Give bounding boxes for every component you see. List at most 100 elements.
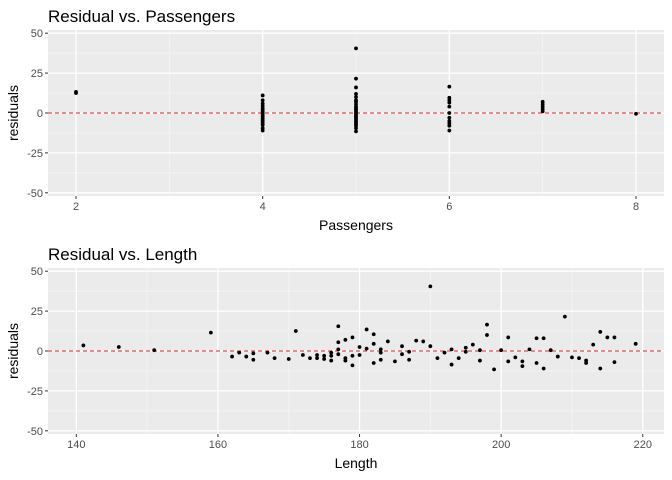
data-point — [378, 347, 383, 352]
data-point — [527, 347, 532, 352]
data-point — [265, 350, 270, 355]
data-point — [570, 355, 574, 360]
data-point — [555, 354, 560, 359]
data-point — [378, 357, 383, 362]
y-tick-labels: -50 -25 0 25 50 — [27, 266, 48, 438]
y-tick-label: 50 — [31, 266, 43, 278]
y-tick-label: 25 — [31, 306, 43, 318]
x-tick-label: 4 — [260, 201, 266, 213]
x-axis-label: Length — [335, 455, 378, 471]
data-point — [506, 359, 511, 364]
data-point — [513, 355, 518, 360]
data-point — [485, 322, 489, 327]
data-point — [371, 341, 376, 346]
y-axis-label: residuals — [5, 323, 21, 379]
data-point — [260, 128, 265, 133]
data-point — [591, 342, 596, 347]
data-point — [393, 359, 397, 364]
data-point — [447, 111, 452, 115]
data-point — [442, 350, 447, 355]
data-point — [520, 359, 525, 364]
data-point — [336, 352, 341, 357]
data-point — [260, 123, 265, 127]
data-point — [251, 357, 256, 362]
x-tick-label: 2 — [73, 201, 79, 213]
data-point — [315, 356, 319, 361]
y-tick-label: 25 — [31, 68, 43, 80]
data-point — [447, 84, 452, 89]
data-point — [364, 327, 369, 332]
chart-passengers: Residual vs. Passengers -50 -25 0 25 50 2 4 6 8… — [5, 7, 664, 233]
data-point — [322, 357, 327, 361]
data-point — [447, 128, 452, 133]
data-point — [329, 353, 334, 358]
data-point — [449, 347, 454, 352]
data-point — [499, 348, 504, 353]
data-point — [74, 90, 78, 94]
data-point — [354, 85, 358, 90]
y-tick-labels: -50 -25 0 25 50 — [27, 28, 48, 200]
data-point — [357, 345, 362, 349]
data-point — [612, 335, 617, 340]
data-point — [584, 361, 589, 365]
data-point — [308, 356, 312, 361]
y-tick-label: -50 — [27, 426, 43, 438]
data-point — [456, 356, 461, 361]
data-point — [378, 350, 383, 355]
data-point — [400, 352, 404, 357]
data-point — [350, 353, 355, 358]
data-point — [598, 329, 603, 334]
y-tick-label: 0 — [37, 108, 43, 120]
y-axis-label: residuals — [5, 85, 21, 141]
data-point — [329, 358, 334, 363]
data-point — [421, 339, 426, 344]
data-point — [449, 362, 454, 367]
data-point — [447, 100, 452, 105]
data-points — [81, 284, 638, 372]
data-point — [485, 333, 489, 337]
data-point — [447, 104, 452, 109]
data-point — [116, 345, 121, 349]
x-tick-label: 8 — [633, 201, 639, 213]
data-point — [385, 339, 390, 344]
y-tick-label: -25 — [27, 148, 43, 160]
data-point — [634, 111, 638, 116]
data-point — [400, 344, 404, 349]
data-point — [562, 314, 567, 319]
data-point — [81, 343, 86, 348]
x-tick-labels: 140 160 180 200 220 — [67, 434, 652, 451]
data-point — [633, 341, 638, 346]
x-tick-label: 140 — [67, 439, 85, 451]
data-point — [208, 330, 213, 335]
x-tick-label: 200 — [492, 439, 510, 451]
chart-title: Residual vs. Length — [48, 245, 197, 264]
data-points — [74, 46, 638, 134]
data-point — [343, 358, 348, 363]
y-tick-label: 50 — [31, 28, 43, 40]
data-point — [371, 361, 376, 365]
data-point — [407, 357, 412, 362]
data-point — [577, 356, 581, 361]
data-point — [463, 349, 468, 354]
data-point — [534, 336, 539, 341]
data-point — [470, 342, 475, 347]
data-point — [152, 348, 157, 353]
data-point — [322, 353, 327, 358]
data-point — [286, 357, 291, 361]
y-tick-label: 0 — [37, 346, 43, 358]
x-tick-label: 220 — [634, 439, 652, 451]
data-point — [478, 358, 482, 363]
chart-title: Residual vs. Passengers — [48, 7, 235, 26]
data-point — [612, 360, 617, 365]
data-point — [260, 98, 265, 103]
x-tick-label: 6 — [446, 201, 452, 213]
data-point — [447, 123, 452, 128]
data-point — [371, 332, 376, 337]
data-point — [605, 335, 610, 340]
data-point — [428, 284, 433, 289]
data-point — [534, 361, 539, 365]
data-point — [329, 350, 334, 355]
y-tick-label: -25 — [27, 386, 43, 398]
data-point — [407, 349, 412, 354]
data-point — [354, 129, 358, 134]
